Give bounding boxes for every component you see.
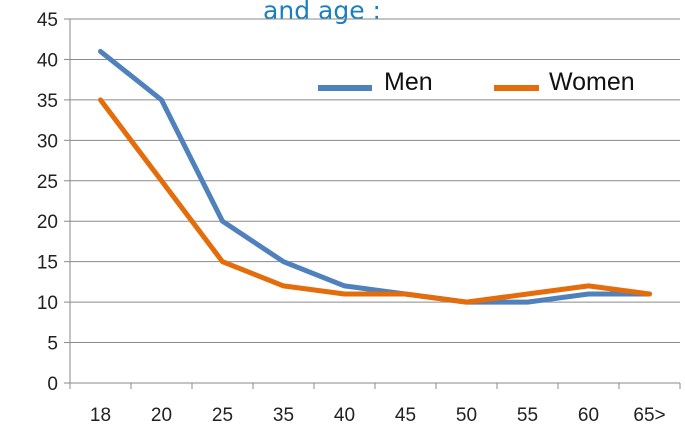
chart-title: and age :	[263, 0, 381, 25]
legend: Men Women	[318, 68, 635, 96]
x-tick-label: 50	[456, 405, 477, 426]
y-tick-label: 30	[37, 131, 58, 152]
x-tick-label: 40	[334, 405, 355, 426]
x-tick-label: 60	[578, 405, 599, 426]
y-tick-label: 0	[47, 374, 58, 395]
y-tick-label: 25	[37, 172, 58, 193]
y-tick-label: 35	[37, 91, 58, 112]
y-tick-label: 40	[37, 50, 58, 71]
y-tick-label: 45	[37, 10, 58, 31]
series-line-women	[98, 97, 652, 305]
x-tick-label: 55	[517, 405, 538, 426]
y-tick-label: 15	[37, 253, 58, 274]
axes	[64, 18, 681, 389]
y-tick-label: 5	[47, 334, 58, 355]
x-tick-label: 45	[395, 405, 416, 426]
gridlines	[70, 18, 680, 344]
x-tick-label: 35	[273, 405, 294, 426]
y-tick-label: 10	[37, 293, 58, 314]
x-axis-tick-labels: 18 20 25 35 40 45 50 55 60 65>	[90, 405, 666, 426]
x-tick-label: 18	[90, 405, 111, 426]
series-line-men	[98, 48, 652, 305]
y-axis-tick-labels: 0 5 10 15 20 25 30 35 40 45	[37, 10, 58, 395]
x-tick-label: 20	[151, 405, 172, 426]
legend-label-men: Men	[384, 68, 433, 96]
y-tick-label: 20	[37, 212, 58, 233]
x-tick-label: 65>	[633, 405, 665, 426]
series-lines	[98, 48, 652, 305]
x-tick-label: 25	[212, 405, 233, 426]
legend-label-women: Women	[549, 68, 635, 96]
